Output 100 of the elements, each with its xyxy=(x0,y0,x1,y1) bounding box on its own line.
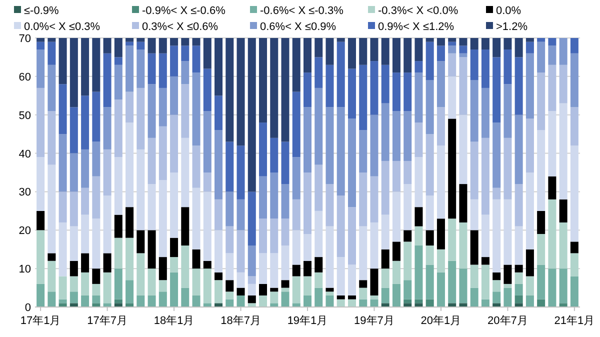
bar xyxy=(537,299,546,307)
bar xyxy=(292,157,300,200)
bar xyxy=(504,264,512,284)
bar xyxy=(259,218,268,254)
bar xyxy=(370,176,378,222)
bar xyxy=(381,64,390,104)
bar xyxy=(514,226,523,265)
legend-label: ≤-0.9% xyxy=(24,5,59,17)
bar xyxy=(70,226,78,261)
y-tick-label: 20 xyxy=(18,225,31,238)
bar xyxy=(381,38,390,65)
bar xyxy=(537,264,546,300)
bar xyxy=(426,80,434,134)
bar xyxy=(203,268,212,304)
bar xyxy=(270,218,278,254)
bar xyxy=(570,146,578,242)
bar xyxy=(314,210,323,258)
bar xyxy=(548,38,556,46)
bar xyxy=(181,138,190,208)
bar xyxy=(392,284,400,307)
bar xyxy=(236,272,245,288)
bar xyxy=(259,284,268,296)
bar xyxy=(404,38,412,73)
bar xyxy=(158,257,167,280)
bar xyxy=(81,214,90,254)
bar xyxy=(526,276,534,296)
bar xyxy=(537,72,546,130)
bar xyxy=(404,111,412,161)
bar xyxy=(158,88,167,126)
bar xyxy=(226,192,234,226)
bar xyxy=(514,114,523,184)
x-tick-label: 20年7月 xyxy=(488,315,528,327)
bar xyxy=(570,276,578,307)
bar xyxy=(392,111,400,161)
bar xyxy=(526,53,534,119)
bar xyxy=(259,122,268,176)
bar xyxy=(214,96,223,130)
bar xyxy=(192,38,200,46)
bar xyxy=(426,299,434,307)
bar xyxy=(226,38,234,142)
bar xyxy=(348,299,356,307)
bar xyxy=(314,88,323,165)
bar xyxy=(336,196,345,258)
bar xyxy=(470,199,478,230)
bar xyxy=(370,38,378,62)
bar xyxy=(336,299,345,307)
bar xyxy=(192,268,200,296)
bar xyxy=(248,295,256,304)
bar xyxy=(226,280,234,292)
bar xyxy=(459,38,468,46)
bar xyxy=(436,146,445,219)
bar xyxy=(226,299,234,307)
bar xyxy=(481,264,490,300)
bar xyxy=(36,230,45,284)
x-tick-label: 17年1月 xyxy=(20,315,61,327)
bar xyxy=(492,272,501,280)
bar xyxy=(136,149,145,230)
bar xyxy=(114,64,122,100)
bar xyxy=(36,284,45,307)
bar xyxy=(448,218,456,261)
bar xyxy=(436,249,445,272)
bar xyxy=(236,288,245,296)
bar xyxy=(470,264,478,288)
bar xyxy=(158,53,167,88)
bar xyxy=(336,38,345,42)
bar xyxy=(392,160,400,192)
bar xyxy=(492,280,501,292)
bar xyxy=(281,142,290,184)
bar xyxy=(270,303,278,307)
bar xyxy=(158,126,167,180)
bar xyxy=(392,260,400,284)
bar xyxy=(103,53,112,108)
y-tick-label: 40 xyxy=(18,148,31,160)
bar xyxy=(481,257,490,265)
bar xyxy=(359,280,368,288)
bar xyxy=(92,284,100,296)
bar xyxy=(192,146,200,188)
bar xyxy=(303,234,312,261)
bar xyxy=(326,226,334,288)
bar xyxy=(270,172,278,219)
x-tick-label: 18年7月 xyxy=(220,315,261,327)
bar xyxy=(426,196,434,230)
bar xyxy=(314,272,323,288)
bar xyxy=(226,142,234,192)
bar xyxy=(148,295,156,307)
bar xyxy=(148,268,156,296)
bar xyxy=(336,257,345,296)
bar xyxy=(70,303,78,307)
bar xyxy=(570,242,578,254)
bar xyxy=(236,230,245,272)
bar xyxy=(359,64,368,130)
bar xyxy=(48,164,56,254)
bar xyxy=(126,122,134,208)
bar xyxy=(259,253,268,284)
bar xyxy=(136,88,145,150)
bar xyxy=(214,230,223,272)
bar xyxy=(370,222,378,269)
bar xyxy=(103,303,112,307)
bar xyxy=(326,38,334,65)
bar xyxy=(526,172,534,250)
